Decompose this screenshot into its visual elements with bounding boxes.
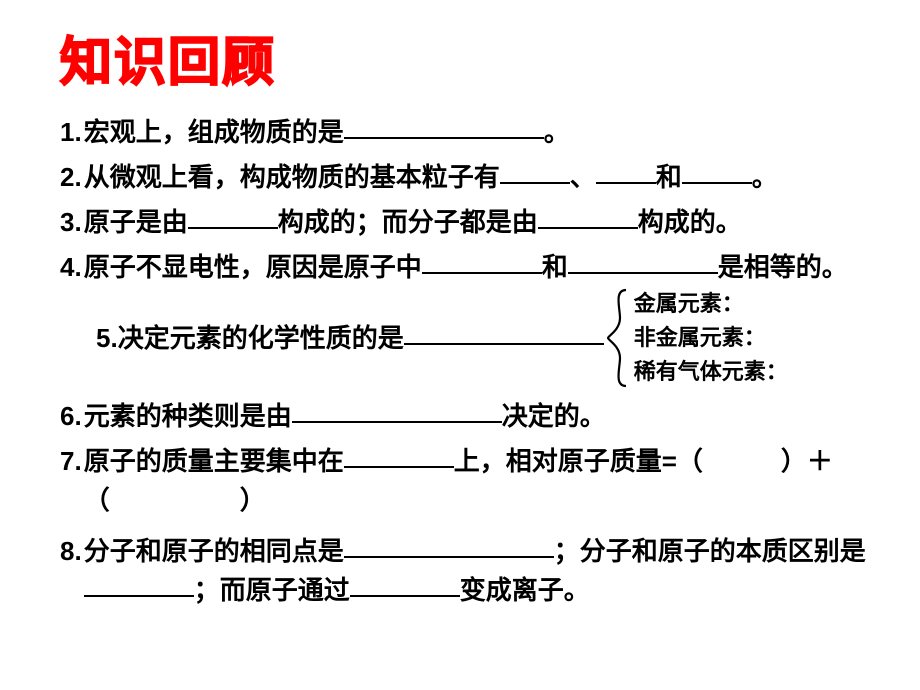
question-4: 4. 原子不显电性，原因是原子中 和 是相等的。 xyxy=(60,248,870,287)
q8-number: 8. xyxy=(60,532,82,610)
q1-text-a: 宏观上，组成物质的是 xyxy=(84,117,344,147)
q3-number: 3. xyxy=(60,203,82,242)
q1-text-b: 。 xyxy=(544,117,570,147)
q3-text-a: 原子是由 xyxy=(84,207,188,237)
q3-blank-2 xyxy=(538,203,638,229)
q2-text-b: 、 xyxy=(570,162,596,192)
q8-blank-3 xyxy=(350,571,460,597)
q8-blank-1 xyxy=(344,532,554,558)
curly-brace-icon xyxy=(604,288,630,388)
q6-blank-1 xyxy=(292,397,502,423)
q8-text-b: ；分子和原子的本质区别是 xyxy=(554,536,866,566)
question-6: 6. 元素的种类则是由 决定的。 xyxy=(60,397,870,436)
q1-number: 1. xyxy=(60,113,82,152)
q4-text-c: 是相等的。 xyxy=(718,252,848,282)
q7-text-a: 原子的质量主要集中在 xyxy=(84,446,344,476)
question-2: 2. 从微观上看，构成物质的基本粒子有 、 和 。 xyxy=(60,158,870,197)
q2-blank-2 xyxy=(596,158,656,184)
q8-text-c: ；而原子通过 xyxy=(194,575,350,605)
q3-text-c: 构成的。 xyxy=(638,207,742,237)
q5-number: 5. xyxy=(96,323,118,353)
q2-text-a: 从微观上看，构成物质的基本粒子有 xyxy=(84,162,500,192)
question-1: 1. 宏观上，组成物质的是 。 xyxy=(60,113,870,152)
q2-text-d: 。 xyxy=(752,162,778,192)
q7-number: 7. xyxy=(60,442,82,520)
q4-text-b: 和 xyxy=(542,252,568,282)
q5-text-a: 决定元素的化学性质的是 xyxy=(118,323,404,353)
q5-blank-1 xyxy=(404,319,604,345)
q5-option-metal: 金属元素： xyxy=(634,287,788,321)
q7-blank-1 xyxy=(344,442,454,468)
q4-blank-2 xyxy=(568,248,718,274)
q2-number: 2. xyxy=(60,158,82,197)
q4-number: 4. xyxy=(60,248,82,287)
q8-blank-2 xyxy=(84,571,194,597)
q3-blank-1 xyxy=(188,203,278,229)
q8-text-d: 变成离子。 xyxy=(460,575,590,605)
q2-text-c: 和 xyxy=(656,162,682,192)
q6-number: 6. xyxy=(60,397,82,436)
q1-blank-1 xyxy=(344,113,544,139)
q6-text-a: 元素的种类则是由 xyxy=(84,401,292,431)
q2-blank-1 xyxy=(500,158,570,184)
q6-text-b: 决定的。 xyxy=(502,401,606,431)
question-8: 8. 分子和原子的相同点是 ；分子和原子的本质区别是 ；而原子通过 变成离子。 xyxy=(60,532,870,610)
q5-option-noble-gas: 稀有气体元素： xyxy=(634,355,788,389)
q4-text-a: 原子不显电性，原因是原子中 xyxy=(84,252,422,282)
question-3: 3. 原子是由 构成的；而分子都是由 构成的。 xyxy=(60,203,870,242)
q5-option-nonmetal: 非金属元素： xyxy=(634,321,788,355)
page-title: 知识回顾 xyxy=(60,20,870,95)
q4-blank-1 xyxy=(422,248,542,274)
q3-text-b: 构成的；而分子都是由 xyxy=(278,207,538,237)
q2-blank-3 xyxy=(682,158,752,184)
question-5: 5.决定元素的化学性质的是 金属元素： 非金属元素： 稀有气体元素： xyxy=(60,287,870,389)
q8-text-a: 分子和原子的相同点是 xyxy=(84,536,344,566)
question-7: 7. 原子的质量主要集中在上，相对原子质量=（ ）＋（ ） xyxy=(60,442,870,520)
